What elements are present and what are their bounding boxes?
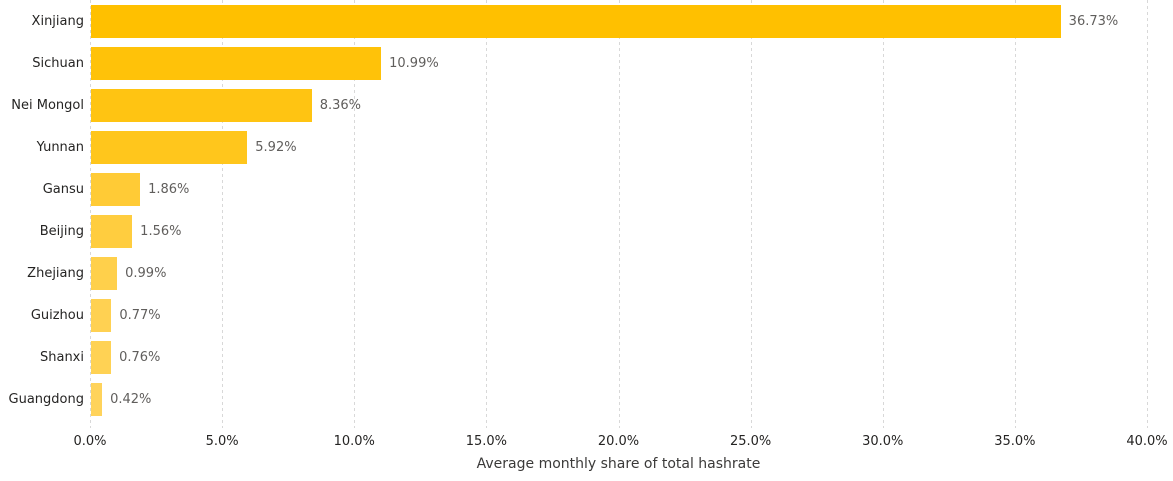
bar-shanxi[interactable] <box>91 341 112 374</box>
value-label-beijing: 1.56% <box>140 224 182 239</box>
x-tick-label-15.0%: 15.0% <box>465 434 508 449</box>
gridline-40.0% <box>1147 0 1148 428</box>
gridline-10.0% <box>354 0 356 428</box>
gridline-30.0% <box>882 0 884 428</box>
bar-nei-mongol[interactable] <box>91 89 312 122</box>
x-tick-label-20.0%: 20.0% <box>597 434 640 449</box>
x-axis-title: Average monthly share of total hashrate <box>476 456 761 472</box>
bar-xinjiang[interactable] <box>91 5 1061 38</box>
value-label-nei-mongol: 8.36% <box>319 98 362 113</box>
x-tick-label-0.0%: 0.0% <box>73 434 107 449</box>
value-label-xinjiang: 36.73% <box>1068 14 1119 29</box>
value-label-yunnan: 5.92% <box>255 140 297 155</box>
value-label-sichuan: 10.99% <box>389 56 439 71</box>
category-label-beijing: Beijing <box>39 224 84 239</box>
bar-sichuan[interactable] <box>91 47 382 80</box>
x-tick-label-5.0%: 5.0% <box>205 434 239 449</box>
x-tick-label-30.0%: 30.0% <box>862 434 904 449</box>
bar-yunnan[interactable] <box>91 131 248 164</box>
category-label-xinjiang: Xinjiang <box>31 14 84 29</box>
category-label-gansu: Gansu <box>42 182 84 197</box>
bar-gansu[interactable] <box>91 173 141 206</box>
bar-zhejiang[interactable] <box>91 257 118 290</box>
category-label-sichuan: Sichuan <box>32 56 84 71</box>
bar-guangdong[interactable] <box>91 383 103 416</box>
gridline-5.0% <box>222 0 224 428</box>
gridline-35.0% <box>1014 0 1016 428</box>
x-tick-label-10.0%: 10.0% <box>333 434 375 449</box>
x-tick-label-25.0%: 25.0% <box>729 434 772 449</box>
bar-guizhou[interactable] <box>91 299 112 332</box>
category-label-shanxi: Shanxi <box>39 350 84 365</box>
category-label-guangdong: Guangdong <box>8 392 84 407</box>
category-label-zhejiang: Zhejiang <box>27 266 84 281</box>
category-label-yunnan: Yunnan <box>36 140 84 155</box>
value-label-guangdong: 0.42% <box>110 392 152 407</box>
value-label-zhejiang: 0.99% <box>125 266 167 281</box>
value-label-gansu: 1.86% <box>148 182 190 197</box>
category-label-guizhou: Guizhou <box>30 308 84 323</box>
value-label-guizhou: 0.77% <box>119 308 161 323</box>
gridline-25.0% <box>750 0 752 428</box>
gridline-20.0% <box>618 0 620 428</box>
bar-beijing[interactable] <box>91 215 133 248</box>
category-label-nei-mongol: Nei Mongol <box>11 98 84 113</box>
x-tick-label-35.0%: 35.0% <box>994 434 1036 449</box>
gridline-0.0% <box>90 0 91 428</box>
gridline-15.0% <box>486 0 488 428</box>
value-label-shanxi: 0.76% <box>119 350 161 365</box>
x-tick-label-40.0%: 40.0% <box>1126 434 1168 449</box>
